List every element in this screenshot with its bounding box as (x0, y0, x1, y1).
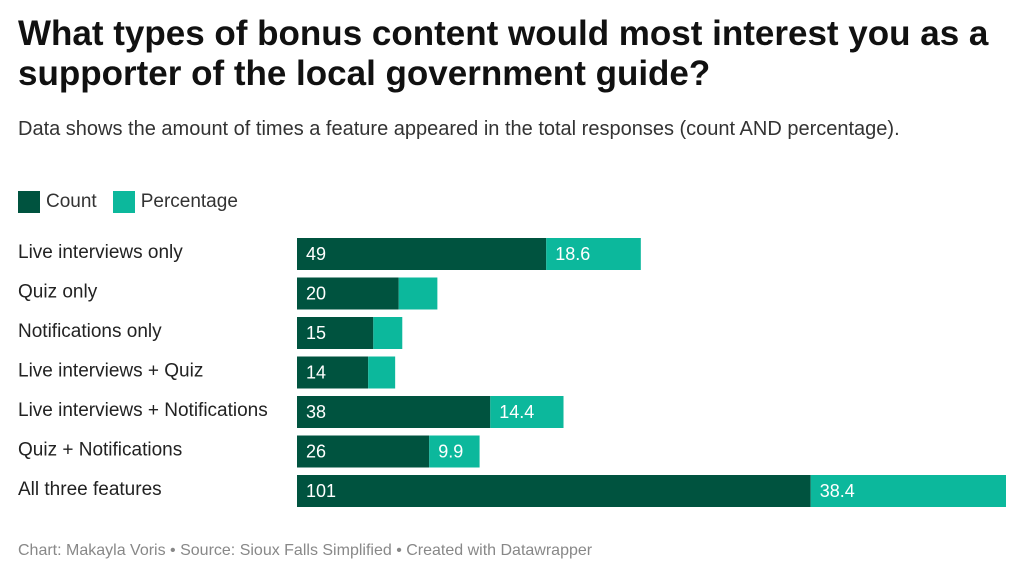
bar-percentage-all-three-features (810, 475, 1006, 507)
legend-item-percentage: Percentage (112, 191, 238, 213)
value-label-count-live-interviews-quiz: 14 (306, 362, 326, 382)
category-label-live-interviews-notifications: Live interviews + Notifications (18, 400, 268, 421)
bar-count-quiz-only (297, 277, 399, 310)
bar-percentage-quiz-only (398, 277, 438, 310)
category-label-live-interviews-only: Live interviews only (18, 242, 183, 263)
value-label-percentage-live-interviews-only: 18.6 (555, 244, 590, 264)
value-label-count-live-interviews-notifications: 38 (306, 402, 326, 422)
legend-label-percentage: Percentage (140, 191, 238, 212)
chart-title: What types of bonus content would most i… (18, 14, 989, 93)
legend-item-count: Count (18, 191, 97, 213)
bar-count-notifications-only (297, 317, 374, 349)
bar-percentage-quiz-notifications (429, 435, 480, 468)
value-label-count-all-three-features: 101 (306, 481, 336, 501)
value-label-count-quiz-notifications: 26 (306, 441, 326, 461)
category-label-quiz-only: Quiz only (18, 282, 98, 303)
value-label-count-quiz-only: 20 (306, 283, 326, 303)
category-label-all-three-features: All three features (18, 479, 162, 500)
bar-percentage-live-interviews-notifications (490, 396, 564, 428)
bar-count-live-interviews-only (297, 238, 547, 270)
legend: Count Percentage (18, 191, 254, 213)
category-label-live-interviews-quiz: Live interviews + Quiz (18, 361, 203, 382)
category-label-notifications-only: Notifications only (18, 321, 162, 342)
bar-percentage-live-interviews-only (546, 238, 641, 270)
chart-subtitle: Data shows the amount of times a feature… (18, 118, 900, 140)
value-label-percentage-quiz-notifications: 9.9 (438, 441, 463, 461)
chart-footer: Chart: Makayla Voris • Source: Sioux Fal… (18, 542, 593, 559)
bar-chart: Live interviews only 49 18.6 Quiz only 20 Not… (18, 238, 1006, 507)
value-label-percentage-all-three-features: 38.4 (820, 481, 855, 501)
bar-percentage-live-interviews-quiz (368, 356, 396, 389)
bar-count-live-interviews-quiz (297, 356, 369, 389)
legend-label-count: Count (46, 191, 97, 212)
legend-swatch-percentage (112, 191, 135, 213)
category-label-quiz-notifications: Quiz + Notifications (18, 440, 182, 461)
bar-count-all-three-features (297, 475, 811, 507)
value-label-count-live-interviews-only: 49 (306, 244, 326, 264)
bar-percentage-notifications-only (373, 317, 403, 349)
bar-count-quiz-notifications (297, 435, 430, 468)
value-label-count-notifications-only: 15 (306, 323, 326, 343)
bar-count-live-interviews-notifications (297, 396, 491, 428)
legend-swatch-count (18, 191, 40, 213)
value-label-percentage-live-interviews-notifications: 14.4 (499, 402, 534, 422)
